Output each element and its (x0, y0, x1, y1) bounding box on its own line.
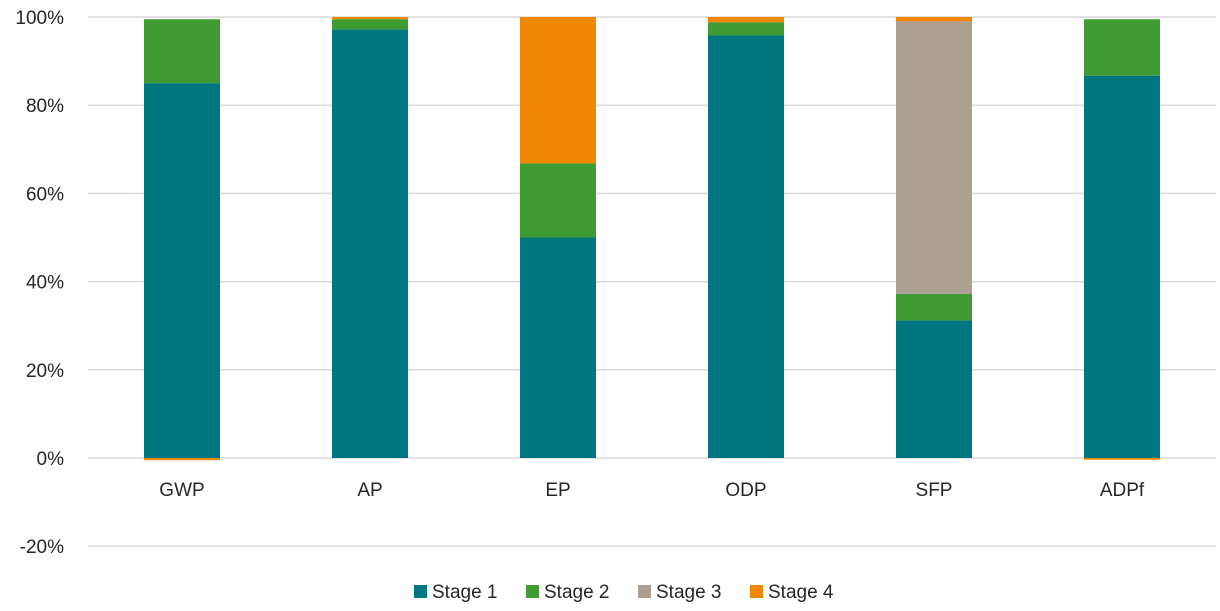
bar-segment-sfp-stage-3 (896, 21, 972, 294)
legend-swatch-stage-3 (638, 585, 651, 598)
bar-segment-ep-stage-4 (520, 17, 596, 164)
x-tick-label: ODP (725, 480, 766, 501)
bar-segment-adpf-stage-1 (1084, 75, 1160, 458)
legend-swatch-stage-1 (414, 585, 427, 598)
bar-segment-adpf-stage-4 (1084, 458, 1160, 460)
x-tick-label: EP (545, 480, 570, 501)
bar-segment-sfp-stage-1 (896, 320, 972, 458)
bar-segment-odp-stage-4 (708, 17, 784, 23)
x-tick-label: GWP (159, 480, 204, 501)
bar-segment-ap-stage-1 (332, 29, 408, 459)
legend-label: Stage 2 (544, 582, 610, 603)
legend-label: Stage 3 (656, 582, 722, 603)
y-tick-label: 100% (15, 8, 64, 29)
bar-segment-ep-stage-1 (520, 237, 596, 458)
bar-segment-ep-stage-2 (520, 163, 596, 238)
bar-segment-sfp-stage-4 (896, 17, 972, 22)
legend-label: Stage 4 (768, 582, 834, 603)
y-axis-tick-labels: -20% 0% 20% 40% 60% 80% 100% (15, 8, 64, 558)
bar-segment-gwp-stage-4 (144, 458, 220, 461)
bar-segment-odp-stage-2 (708, 22, 784, 36)
legend-label: Stage 1 (432, 582, 498, 603)
x-tick-label: AP (357, 480, 382, 501)
bar-segment-ap-stage-4 (332, 17, 408, 20)
y-tick-label: 20% (26, 361, 64, 382)
bars (144, 17, 1160, 461)
bar-segment-odp-stage-1 (708, 35, 784, 458)
y-tick-label: 80% (26, 96, 64, 117)
x-axis-tick-labels: GWP AP EP ODP SFP ADPf (159, 480, 1145, 501)
y-tick-label: -20% (20, 537, 64, 558)
bar-segment-sfp-stage-2 (896, 293, 972, 321)
y-tick-label: 60% (26, 184, 64, 205)
bar-segment-gwp-stage-1 (144, 83, 220, 459)
bar-segment-ap-stage-2 (332, 19, 408, 30)
bar-segment-gwp-stage-2 (144, 19, 220, 84)
y-tick-label: 40% (26, 273, 64, 294)
legend-swatch-stage-4 (750, 585, 763, 598)
legend-swatch-stage-2 (526, 585, 539, 598)
legend: Stage 1 Stage 2 Stage 3 Stage 4 (414, 582, 834, 603)
x-tick-label: SFP (916, 480, 953, 501)
bar-segment-adpf-stage-2 (1084, 19, 1160, 76)
x-tick-label: ADPf (1100, 480, 1145, 501)
gridlines (88, 16, 1216, 547)
y-tick-label: 0% (37, 449, 65, 470)
